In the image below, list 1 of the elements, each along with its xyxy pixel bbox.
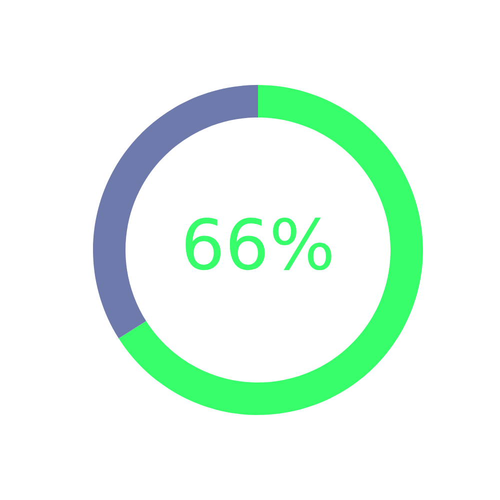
data-label: 66% [186, 218, 332, 270]
